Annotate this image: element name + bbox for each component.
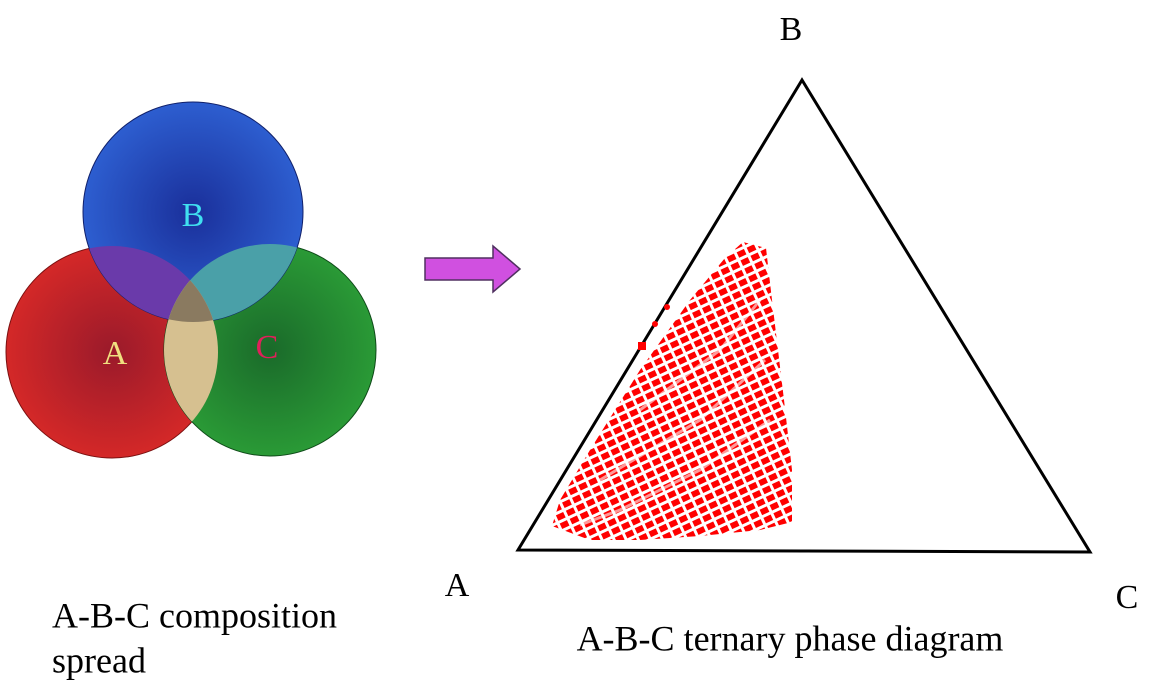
overlaps-b bbox=[83, 244, 303, 322]
phase-region bbox=[552, 242, 792, 540]
venn-caption-line: spread bbox=[52, 640, 146, 680]
venn-label-a: A bbox=[103, 335, 128, 372]
overlap-ab bbox=[83, 246, 218, 322]
phase-point bbox=[638, 342, 646, 350]
vertex-label-a: A bbox=[445, 567, 470, 604]
vertex-label-b: B bbox=[780, 11, 803, 48]
phase-region-texture bbox=[579, 299, 771, 527]
arrow bbox=[424, 244, 522, 294]
venn-diagram: B A C bbox=[5, 101, 377, 459]
phase-point bbox=[652, 321, 658, 327]
ternary-caption: A-B-C ternary phase diagram bbox=[577, 618, 1004, 658]
venn-label-b: B bbox=[182, 197, 205, 234]
vertex-label-c: C bbox=[1116, 579, 1139, 616]
venn-label-c: C bbox=[256, 329, 279, 366]
venn-caption-line: A-B-C composition bbox=[52, 595, 337, 635]
overlap-bc bbox=[164, 244, 303, 322]
ternary-triangle bbox=[515, 77, 1093, 554]
phase-point bbox=[664, 304, 670, 310]
